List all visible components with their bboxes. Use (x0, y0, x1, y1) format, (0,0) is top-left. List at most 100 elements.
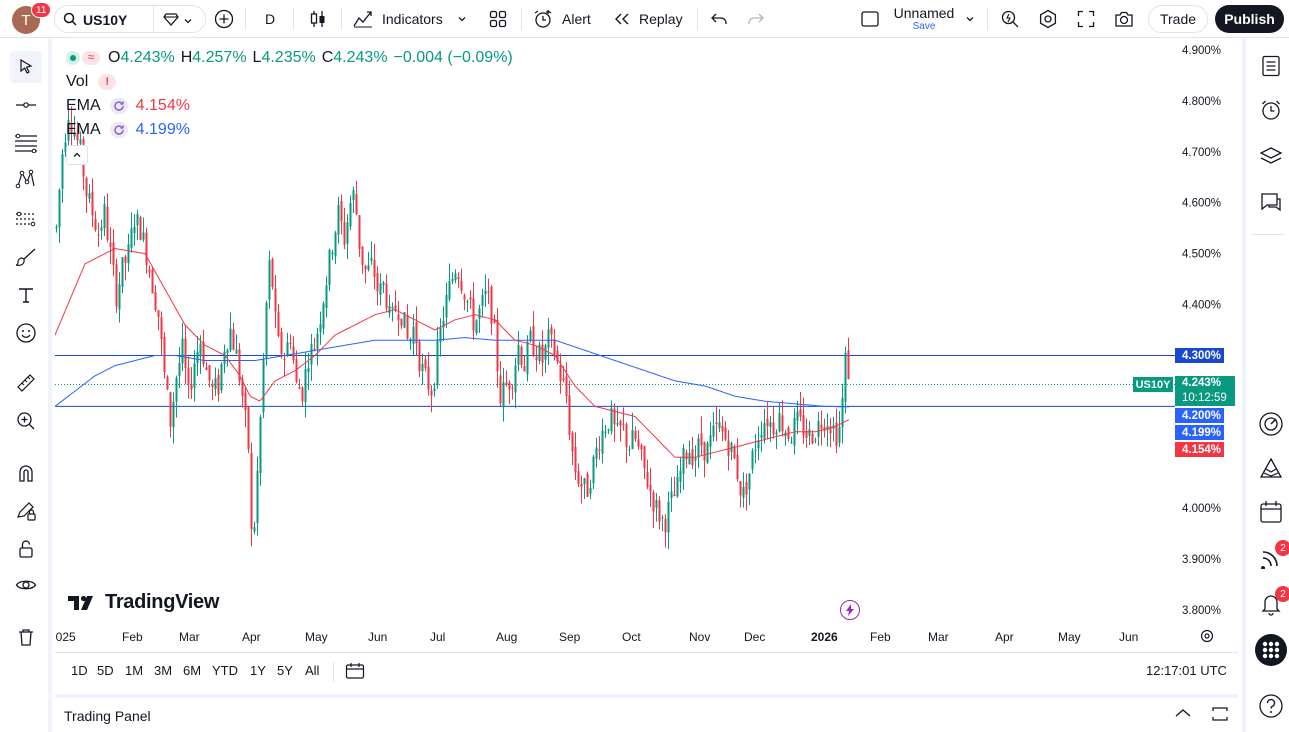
alerts-panel-button[interactable] (1254, 93, 1288, 127)
ruler-icon (17, 374, 35, 392)
symbol-search[interactable]: US10Y (54, 5, 206, 33)
ema-slow-label: EMA (66, 121, 101, 138)
alert-button[interactable]: Alert (532, 5, 596, 33)
volume-legend[interactable]: Vol ! (66, 73, 117, 91)
candle-body (493, 319, 496, 323)
collapse-legend-button[interactable] (66, 145, 88, 165)
fullscreen-button[interactable] (1073, 5, 1099, 33)
chevron-up-icon (1175, 709, 1191, 717)
products-button[interactable] (1254, 633, 1288, 667)
pencil-lock-icon (17, 502, 36, 521)
candle-body (496, 319, 499, 372)
range-1m[interactable]: 1M (125, 663, 144, 678)
trading-panel-tab[interactable]: Trading Panel (64, 708, 151, 724)
axis-settings-button[interactable] (1199, 628, 1217, 646)
stay-in-drawing-tool[interactable] (10, 495, 42, 527)
candle-body (418, 341, 421, 372)
zoom-in-tool[interactable] (10, 405, 42, 437)
quick-search-button[interactable] (997, 5, 1023, 33)
publish-button[interactable]: Publish (1215, 5, 1284, 33)
emoji-tool[interactable] (10, 317, 42, 349)
chart-type-button[interactable] (304, 5, 332, 33)
pattern-icon (15, 169, 35, 189)
technicals-button[interactable] (1254, 407, 1288, 441)
forecast-tool[interactable] (10, 203, 42, 235)
zoom-in-icon (17, 412, 35, 430)
time-tick-label: Jun (1119, 630, 1138, 644)
candle-body (610, 408, 613, 432)
news-stream-button[interactable] (1254, 541, 1288, 575)
date-range-button[interactable] (345, 662, 365, 685)
range-5d[interactable]: 5D (97, 663, 114, 678)
chevron-down-icon[interactable] (962, 5, 978, 33)
candle-body (607, 429, 610, 431)
event-marker[interactable] (840, 600, 860, 620)
range-1y[interactable]: 1Y (250, 663, 266, 678)
candle-body (595, 447, 598, 459)
chevron-down-icon[interactable] (183, 13, 193, 31)
candle-body (775, 432, 778, 435)
chat-button[interactable] (1254, 185, 1288, 219)
hide-drawings-tool[interactable] (10, 569, 42, 601)
interval-button[interactable]: D (257, 5, 283, 33)
range-1d[interactable]: 1D (71, 663, 88, 678)
time-tick-label: Aug (496, 630, 517, 644)
watchlist-button[interactable] (1254, 49, 1288, 83)
chart-pane[interactable]: 4.900% 4.800% 4.700% 4.600% 4.500% 4.400% 4.00… (55, 40, 1238, 652)
candle-body (766, 418, 769, 426)
trade-button[interactable]: Trade (1148, 5, 1208, 33)
ema-slow-legend[interactable]: EMA 4.199% (66, 121, 190, 139)
trend-line-tool[interactable] (10, 89, 42, 121)
ideas-button[interactable] (1254, 451, 1288, 485)
cursor-icon (20, 58, 33, 74)
help-button[interactable] (1254, 689, 1288, 723)
replay-button[interactable]: Replay (612, 5, 688, 33)
calendar-icon (1260, 501, 1282, 523)
compare-icon[interactable] (163, 12, 179, 31)
undo-button[interactable] (706, 5, 732, 33)
remove-drawings-tool[interactable] (10, 621, 42, 653)
magnet-tool[interactable] (10, 457, 42, 489)
range-5y[interactable]: 5Y (277, 663, 293, 678)
ema-slow-value: 4.199% (135, 121, 190, 138)
notifications-button[interactable] (1254, 587, 1288, 621)
candle-body (328, 249, 331, 285)
brush-tool[interactable] (10, 241, 42, 273)
layout-select-button[interactable] (858, 5, 882, 33)
cursor-tool[interactable] (10, 51, 42, 83)
candle-body (364, 265, 367, 270)
candle-body (88, 192, 91, 200)
add-symbol-button[interactable] (211, 5, 237, 33)
tradingview-logo[interactable]: TradingView (67, 591, 219, 614)
candle-body (661, 517, 664, 519)
text-tool[interactable] (10, 279, 42, 311)
templates-button[interactable] (485, 5, 511, 33)
candle-body (283, 358, 286, 360)
layout-name-button[interactable]: Unnamed Save (888, 5, 960, 33)
clock-readout[interactable]: 12:17:01 UTC (1146, 663, 1227, 678)
candle-body (445, 294, 448, 318)
measure-tool[interactable] (10, 367, 42, 399)
range-all[interactable]: All (305, 663, 320, 678)
trade-label: Trade (1159, 11, 1197, 27)
object-tree-button[interactable] (1254, 139, 1288, 173)
ema-fast-legend[interactable]: EMA 4.154% (66, 97, 190, 115)
candle-body (835, 422, 838, 446)
snapshot-button[interactable] (1111, 5, 1137, 33)
maximize-panel-button[interactable] (1211, 706, 1229, 727)
settings-button[interactable] (1035, 5, 1061, 33)
range-6m[interactable]: 6M (183, 663, 202, 678)
indicators-button[interactable]: Indicators (352, 5, 478, 33)
redo-button[interactable] (743, 5, 769, 33)
lock-drawings-tool[interactable] (10, 533, 42, 565)
candle-body (91, 191, 94, 216)
range-ytd[interactable]: YTD (212, 663, 238, 678)
pattern-tool[interactable] (10, 163, 42, 195)
range-3m[interactable]: 3M (154, 663, 173, 678)
candle-body (250, 453, 253, 530)
calendar-button[interactable] (1254, 495, 1288, 529)
fib-tool[interactable] (10, 127, 42, 159)
collapse-panel-button[interactable] (1173, 706, 1193, 725)
candle-body (331, 252, 334, 255)
time-tick-label: May (1058, 630, 1081, 644)
